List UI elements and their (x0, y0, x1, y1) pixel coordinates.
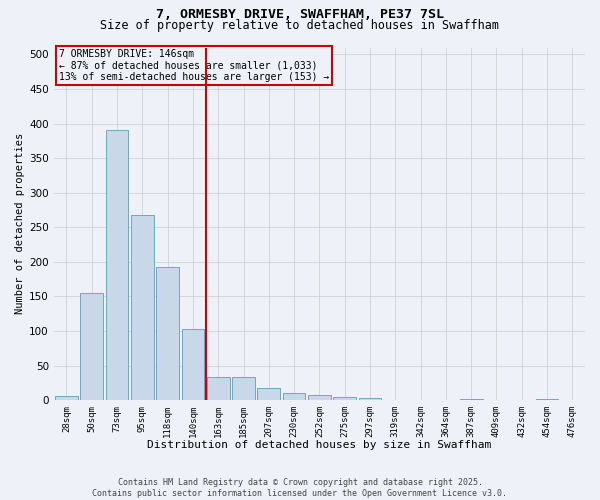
Text: 7 ORMESBY DRIVE: 146sqm
← 87% of detached houses are smaller (1,033)
13% of semi: 7 ORMESBY DRIVE: 146sqm ← 87% of detache… (59, 50, 329, 82)
X-axis label: Distribution of detached houses by size in Swaffham: Distribution of detached houses by size … (147, 440, 491, 450)
Bar (308, 394, 331, 400)
Bar (207, 376, 230, 400)
Bar (182, 329, 204, 400)
Bar (156, 268, 179, 400)
Bar (131, 215, 154, 400)
Bar (232, 376, 255, 400)
Bar (334, 396, 356, 400)
Bar (106, 130, 128, 400)
Bar (80, 293, 103, 400)
Bar (55, 396, 78, 400)
Text: Size of property relative to detached houses in Swaffham: Size of property relative to detached ho… (101, 18, 499, 32)
Bar (536, 398, 559, 400)
Bar (283, 393, 305, 400)
Bar (257, 388, 280, 400)
Text: Contains HM Land Registry data © Crown copyright and database right 2025.
Contai: Contains HM Land Registry data © Crown c… (92, 478, 508, 498)
Text: 7, ORMESBY DRIVE, SWAFFHAM, PE37 7SL: 7, ORMESBY DRIVE, SWAFFHAM, PE37 7SL (156, 8, 444, 20)
Bar (359, 398, 382, 400)
Bar (460, 398, 482, 400)
Y-axis label: Number of detached properties: Number of detached properties (15, 133, 25, 314)
